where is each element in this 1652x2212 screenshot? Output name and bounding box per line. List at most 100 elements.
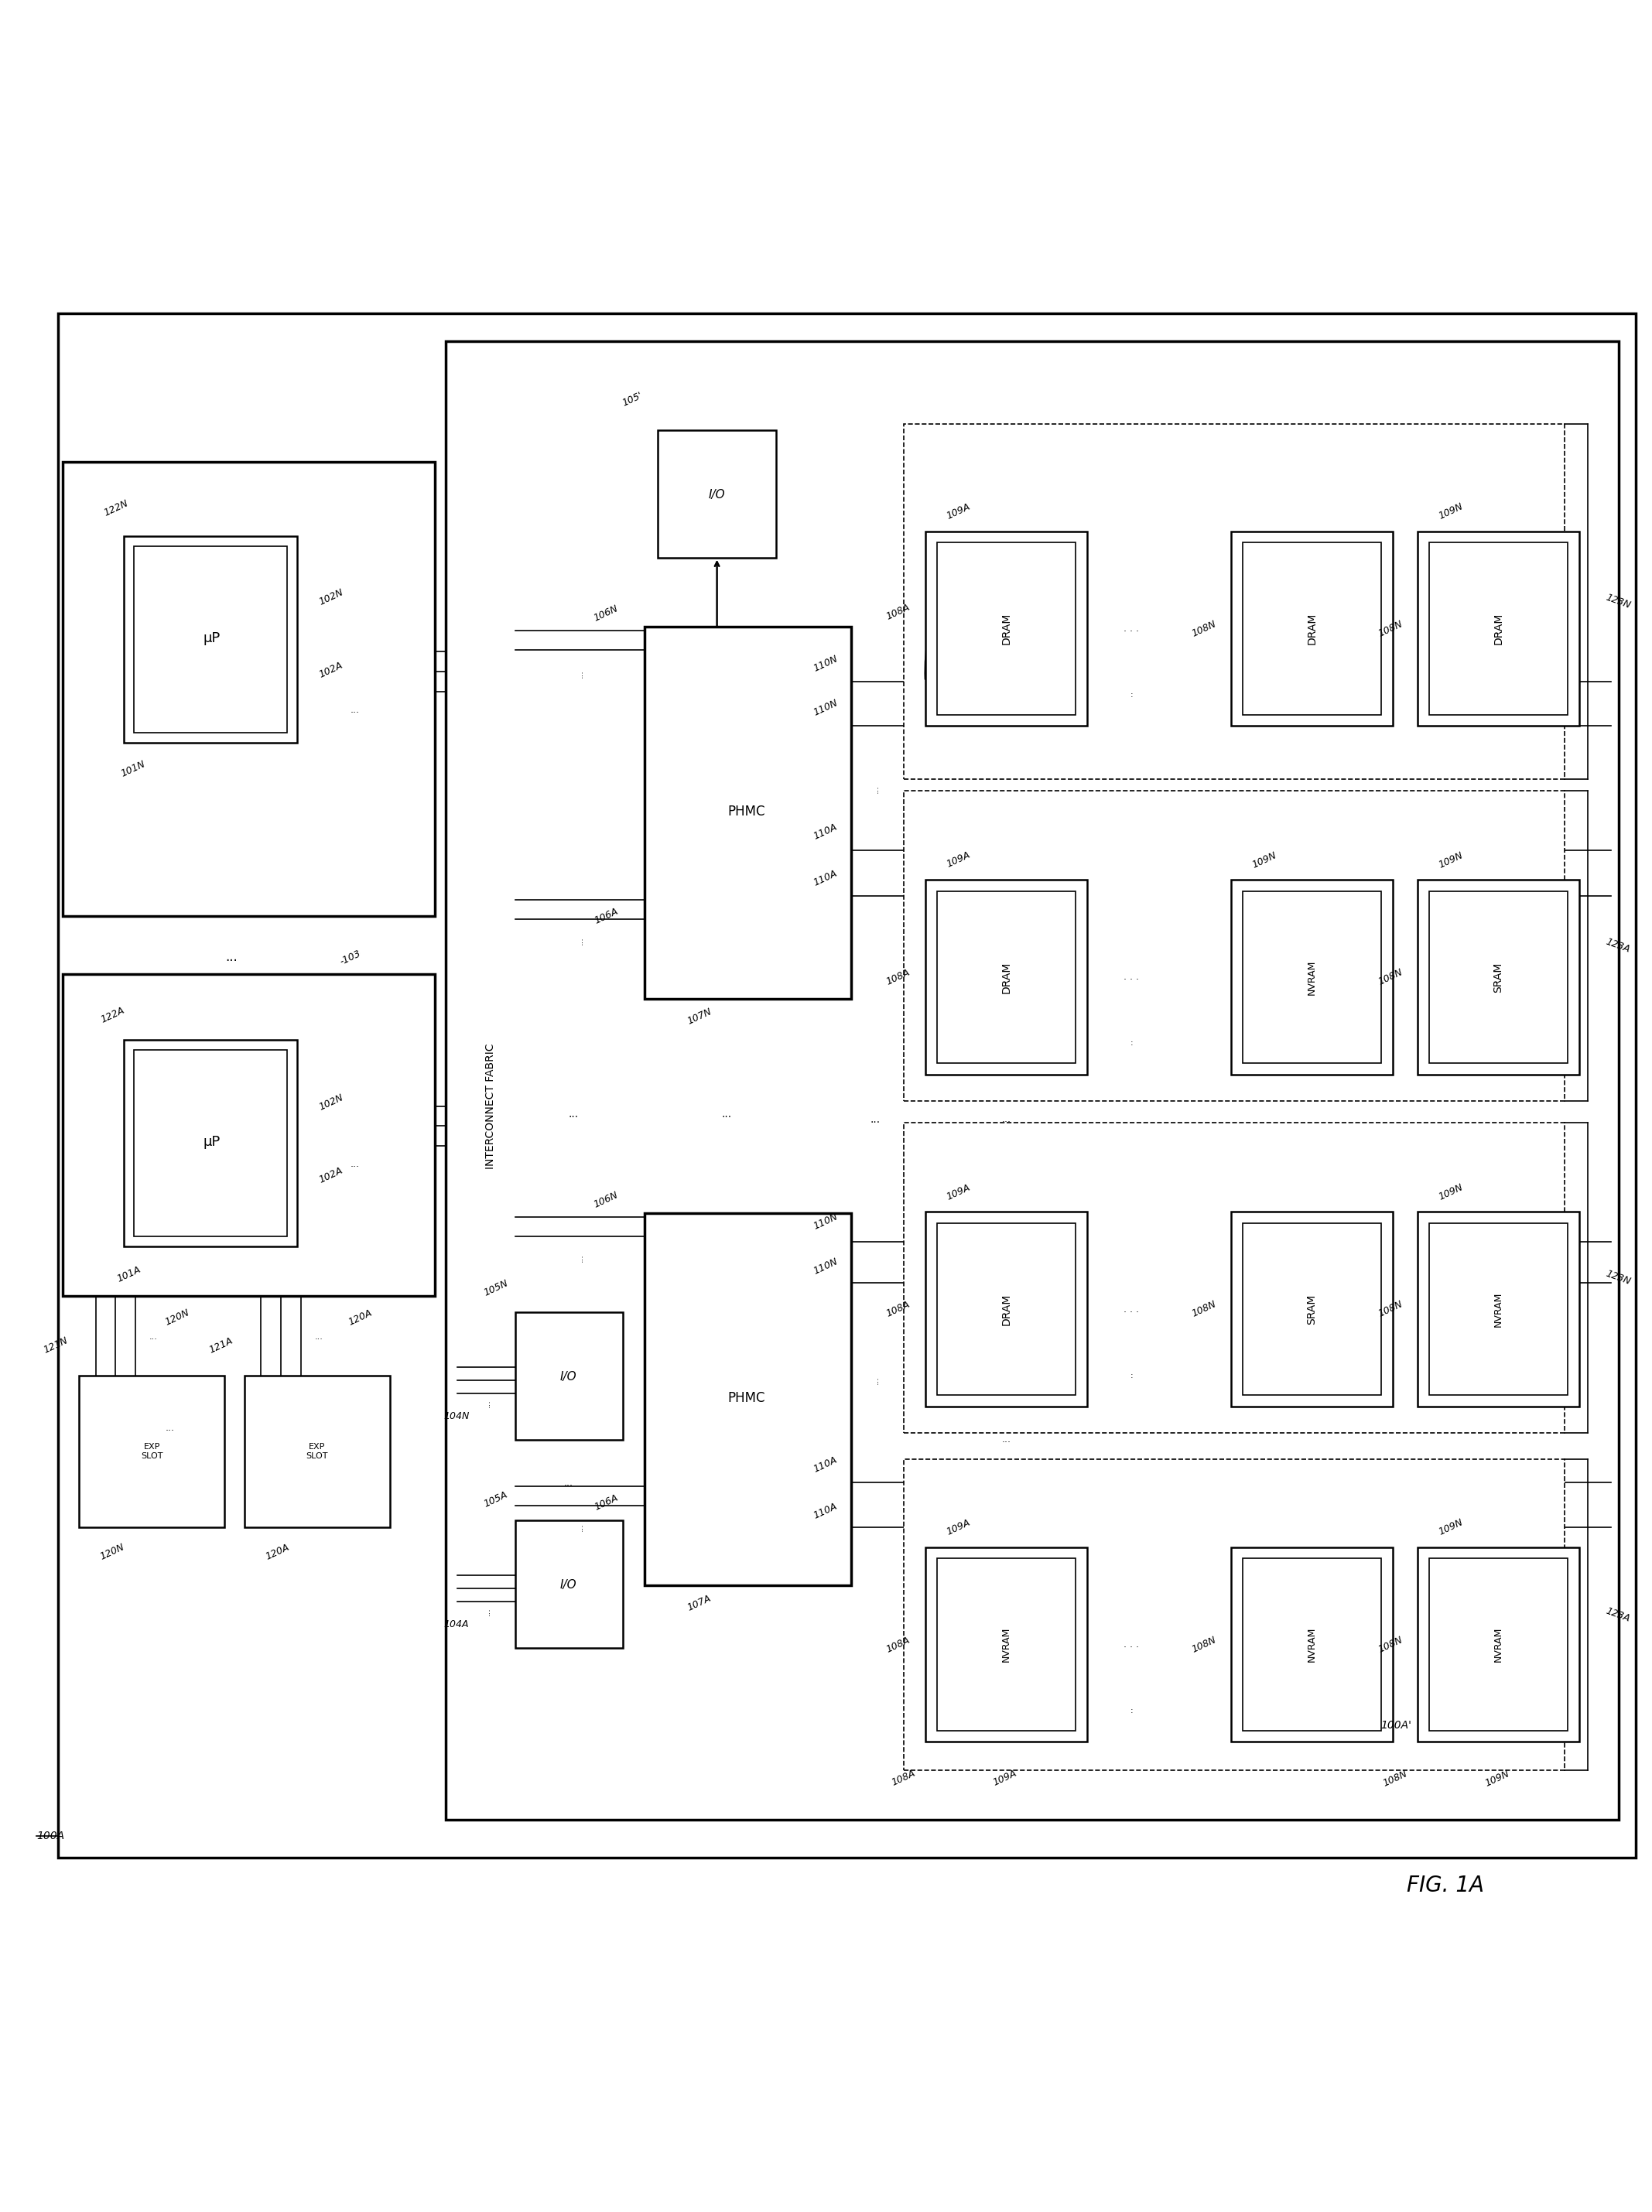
Text: 109N: 109N: [1437, 502, 1465, 522]
Text: 108N: 108N: [1376, 967, 1404, 987]
Text: 107N: 107N: [686, 1006, 714, 1026]
Text: 100A: 100A: [36, 1832, 64, 1843]
Text: 108A: 108A: [885, 1635, 912, 1655]
Text: 123A: 123A: [1604, 936, 1631, 956]
Text: DRAM: DRAM: [1307, 613, 1317, 644]
Text: 108N: 108N: [1189, 1298, 1218, 1318]
FancyBboxPatch shape: [1429, 1559, 1568, 1730]
Text: 108N: 108N: [1376, 619, 1404, 639]
Text: 105N: 105N: [482, 1279, 510, 1298]
FancyBboxPatch shape: [904, 790, 1564, 1102]
Text: 109N: 109N: [1437, 849, 1465, 869]
Text: ...: ...: [1001, 1115, 1011, 1124]
Text: μP: μP: [203, 1135, 220, 1150]
FancyBboxPatch shape: [657, 431, 776, 557]
Text: 123A: 123A: [1604, 1606, 1631, 1624]
Text: 109A: 109A: [945, 502, 971, 522]
Text: 110N: 110N: [811, 1256, 839, 1276]
Text: 109N: 109N: [1437, 1517, 1465, 1537]
Text: NVRAM: NVRAM: [1307, 1628, 1317, 1661]
FancyBboxPatch shape: [937, 542, 1075, 714]
FancyBboxPatch shape: [79, 1376, 225, 1526]
FancyBboxPatch shape: [904, 425, 1564, 779]
Text: 120A: 120A: [347, 1307, 373, 1327]
Text: 109A: 109A: [945, 1181, 971, 1201]
Text: -103: -103: [339, 949, 363, 967]
Text: 121N: 121N: [41, 1336, 69, 1356]
Text: 108N: 108N: [1381, 1767, 1409, 1787]
Text: ...: ...: [225, 951, 238, 964]
Text: ...: ...: [872, 785, 879, 794]
FancyBboxPatch shape: [1417, 531, 1579, 726]
Text: SRAM: SRAM: [1307, 1294, 1317, 1325]
FancyBboxPatch shape: [244, 1376, 390, 1526]
FancyBboxPatch shape: [446, 341, 1619, 1820]
Text: 106A: 106A: [593, 1493, 620, 1513]
Text: 108N: 108N: [1376, 1635, 1404, 1655]
FancyBboxPatch shape: [63, 973, 434, 1296]
Text: 109N: 109N: [1437, 1181, 1465, 1201]
Text: PHMC: PHMC: [729, 1391, 765, 1405]
Text: :: :: [1130, 690, 1133, 699]
Text: ...: ...: [577, 936, 583, 945]
FancyBboxPatch shape: [925, 1212, 1087, 1407]
Text: FIG. 1A: FIG. 1A: [1408, 1876, 1483, 1896]
Text: 108A: 108A: [885, 602, 912, 622]
FancyBboxPatch shape: [925, 531, 1087, 726]
Text: 123N: 123N: [1604, 593, 1632, 611]
Text: ...: ...: [484, 1400, 491, 1407]
Text: EXP
SLOT: EXP SLOT: [140, 1442, 164, 1460]
FancyBboxPatch shape: [515, 1520, 623, 1648]
FancyBboxPatch shape: [1429, 1223, 1568, 1396]
Text: 110N: 110N: [811, 699, 839, 719]
FancyBboxPatch shape: [904, 1121, 1564, 1433]
Text: . . .: . . .: [1123, 1305, 1140, 1314]
Text: 102N: 102N: [317, 586, 345, 608]
Text: I/O: I/O: [709, 489, 725, 500]
Text: μP: μP: [203, 633, 220, 646]
Text: 122A: 122A: [99, 1004, 126, 1024]
Text: 107A: 107A: [686, 1593, 712, 1613]
Text: 102A: 102A: [317, 659, 344, 679]
Text: ...: ...: [484, 1608, 491, 1615]
FancyBboxPatch shape: [1231, 1546, 1393, 1743]
FancyBboxPatch shape: [1231, 1212, 1393, 1407]
FancyBboxPatch shape: [124, 1040, 297, 1245]
Text: 122N: 122N: [102, 498, 131, 518]
Text: 110A: 110A: [813, 867, 839, 887]
FancyBboxPatch shape: [1429, 542, 1568, 714]
Text: ...: ...: [149, 1334, 159, 1340]
FancyBboxPatch shape: [925, 880, 1087, 1075]
Text: ...: ...: [1001, 1436, 1011, 1444]
Text: 106N: 106N: [591, 1190, 620, 1210]
FancyBboxPatch shape: [1417, 880, 1579, 1075]
Text: 110A: 110A: [813, 823, 839, 841]
Text: EXP
SLOT: EXP SLOT: [306, 1442, 329, 1460]
Text: 105A: 105A: [482, 1489, 509, 1509]
Text: DRAM: DRAM: [1493, 613, 1503, 644]
Text: NVRAM: NVRAM: [1307, 960, 1317, 995]
FancyBboxPatch shape: [1231, 880, 1393, 1075]
Text: 110A: 110A: [813, 1500, 839, 1520]
Text: SRAM: SRAM: [1493, 962, 1503, 993]
Text: 121A: 121A: [208, 1336, 235, 1356]
Text: 120N: 120N: [164, 1307, 192, 1327]
FancyBboxPatch shape: [1242, 542, 1381, 714]
Text: 120A: 120A: [264, 1542, 291, 1562]
FancyBboxPatch shape: [644, 626, 851, 998]
Text: I/O: I/O: [560, 1371, 577, 1382]
Text: 102A: 102A: [317, 1166, 344, 1186]
Text: ...: ...: [314, 1334, 324, 1340]
Text: NVRAM: NVRAM: [1001, 1628, 1011, 1661]
Text: ...: ...: [871, 1115, 881, 1124]
Text: ...: ...: [577, 1254, 583, 1263]
FancyBboxPatch shape: [904, 1460, 1564, 1770]
FancyBboxPatch shape: [134, 1051, 287, 1237]
Text: 100A': 100A': [1381, 1721, 1411, 1730]
Text: DRAM: DRAM: [1001, 613, 1011, 644]
Text: ...: ...: [563, 1478, 573, 1489]
Text: 101A: 101A: [116, 1265, 142, 1285]
FancyBboxPatch shape: [63, 462, 434, 916]
Text: 108N: 108N: [1376, 1298, 1404, 1318]
Text: 123N: 123N: [1604, 1270, 1632, 1287]
